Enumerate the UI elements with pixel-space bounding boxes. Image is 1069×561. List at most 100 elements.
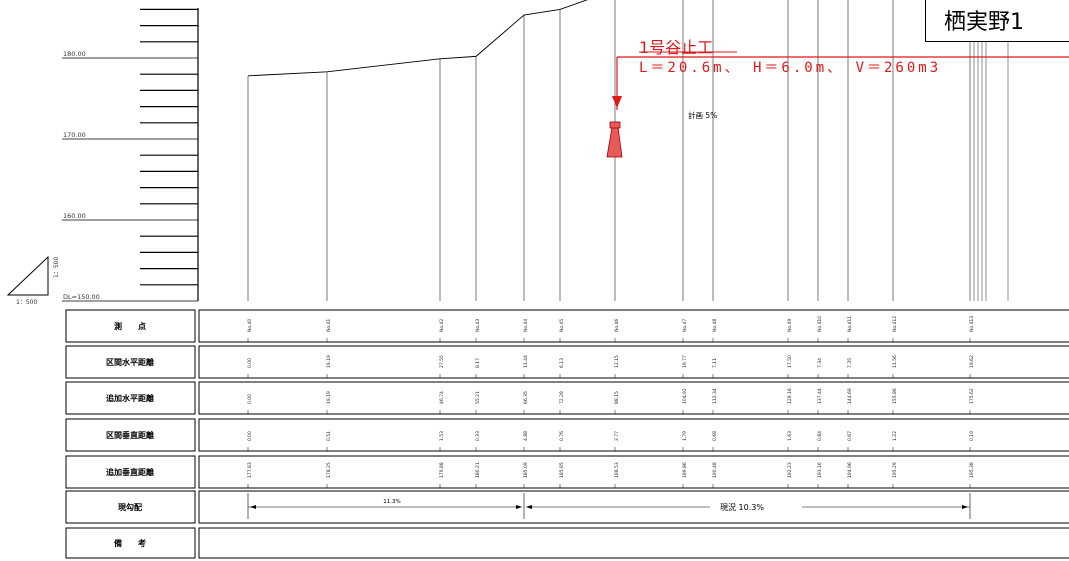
dam-name-label: 1号谷止工 — [639, 38, 714, 57]
table-cell-value: 177.83 — [247, 462, 253, 478]
table-cell-value: 12.15 — [614, 355, 620, 368]
scale-tick-label: 160.00 — [63, 212, 86, 220]
elevation-scale: 220.00210.00200.00190.00180.00170.00160.… — [62, 8, 199, 302]
table-cell-value: No.40 — [247, 319, 253, 332]
gradient-label-2: 現況 10.3% — [720, 503, 764, 512]
table-row-body — [198, 527, 1069, 559]
table-row-label: 追加垂直距離 — [106, 467, 154, 477]
gradient-arrowhead — [250, 505, 256, 509]
table-row-body — [198, 309, 1069, 343]
table-row-header — [65, 418, 196, 452]
table-cell-value: 11.56 — [892, 355, 898, 368]
table-cell-value: 0.00 — [247, 358, 253, 368]
table-row-label: 測 点 — [114, 321, 146, 331]
table-row-header — [65, 345, 196, 379]
drawing-title: 栖実野1 — [944, 10, 1024, 35]
table-row-header — [65, 381, 196, 415]
table-row-header — [65, 309, 196, 343]
dam-spec-label: L＝20.6m、 H＝6.0m、 V＝260m3 — [639, 60, 942, 76]
table-cell-value: 195.29 — [892, 462, 898, 478]
table-cell-value: 0.00 — [247, 394, 253, 404]
table-cell-value: 155.86 — [892, 388, 898, 404]
table-cell-value: 185.85 — [559, 462, 565, 478]
table-cell-value: 180.21 — [475, 462, 481, 478]
table-cell-value: No.48 — [712, 319, 718, 332]
table-cell-value: 0.00 — [247, 431, 253, 441]
table-row-label: 現勾配 — [118, 502, 142, 512]
table-cell-value: No.46 — [614, 319, 620, 332]
dam-body — [606, 126, 623, 158]
table-cell-value: No.44 — [523, 319, 529, 332]
table-cell-value: 0.51 — [326, 431, 332, 441]
table-cell-value: 144.69 — [847, 388, 853, 404]
table-cell-value: 2.77 — [614, 431, 620, 441]
plan-gradient-label: 計画 5% — [688, 110, 717, 120]
table-row-body — [198, 418, 1069, 452]
scale-tick-label: 180.00 — [63, 50, 86, 58]
table-cell-value: No.411 — [847, 316, 853, 332]
table-cell-value: 195.38 — [969, 462, 975, 478]
table-cell-value: No.47 — [682, 319, 688, 332]
table-cell-value: 1.63 — [787, 431, 793, 441]
table-cell-value: 185.09 — [523, 462, 529, 478]
table-cell-value: 178.25 — [326, 462, 332, 478]
table-cell-value: 19.19 — [326, 391, 332, 404]
table-row-header — [65, 490, 196, 524]
gradient-label-mask — [710, 501, 802, 513]
gradient-arrowhead — [516, 505, 522, 509]
table-row-label: 区間水平距離 — [106, 357, 154, 367]
dam-crest — [609, 121, 621, 129]
table-cell-value: 66.35 — [523, 391, 529, 404]
table-cell-value: 194.96 — [847, 462, 853, 478]
ratio-triangle — [6, 255, 49, 296]
table-cell-value: 8.17 — [475, 358, 481, 368]
callout-arrowhead — [612, 96, 622, 108]
table-cell-value: 129.16 — [787, 388, 793, 404]
ratio-horizontal-label: 1：500 — [16, 299, 37, 306]
table-cell-value: No.413 — [969, 316, 975, 332]
table-cell-value: 190.48 — [712, 462, 718, 478]
table-cell-value: 46.74 — [439, 391, 445, 404]
slope-ratio-triangle: 1：500 1：500 — [6, 255, 60, 306]
existing-ground-line — [247, 0, 588, 77]
table-cell-value: 19.62 — [969, 355, 975, 368]
table-cell-value: 192.23 — [787, 462, 793, 478]
table-cell-value: No.410 — [817, 316, 823, 332]
table-cell-value: 0.19 — [969, 431, 975, 441]
gradient-arrowhead — [526, 505, 532, 509]
table-cell-value: 0.67 — [847, 431, 853, 441]
table-cell-value: 188.53 — [614, 462, 620, 478]
ratio-vertical-label: 1：500 — [53, 257, 60, 278]
scale-tick-label: DL=150.00 — [63, 293, 100, 301]
table-cell-value: 0.68 — [712, 431, 718, 441]
table-cell-value: 179.88 — [439, 462, 445, 478]
table-cell-value: 17.50 — [787, 355, 793, 368]
table-cell-value: 189.86 — [682, 462, 688, 478]
table-cell-value: 55.21 — [475, 391, 481, 404]
table-cell-value: 4.88 — [523, 431, 529, 441]
table-cell-value: No.43 — [475, 319, 481, 332]
table-cell-value: 112.34 — [712, 388, 718, 404]
table-row-body — [198, 490, 1069, 524]
table-cell-value: 193.16 — [817, 462, 823, 478]
table-row-header — [65, 527, 196, 559]
table-cell-value: 19.19 — [326, 355, 332, 368]
table-cell-value: 27.55 — [439, 355, 445, 368]
table-row-body — [198, 455, 1069, 489]
ground-profile: 計画 5%林道 — [247, 0, 1009, 301]
gradient-label-1: 11.3% — [383, 499, 400, 505]
table-cell-value: 19.77 — [682, 355, 688, 368]
table-row-header — [65, 455, 196, 489]
table-cell-value: 137.44 — [817, 388, 823, 404]
table-cell-value: 7.34 — [817, 358, 823, 368]
table-cell-value: No.49 — [787, 319, 793, 332]
table-cell-value: 1.53 — [439, 431, 445, 441]
table-row-body — [198, 381, 1069, 415]
scale-tick-label: 170.00 — [63, 131, 86, 139]
table-cell-value: 7.35 — [847, 358, 853, 368]
table-cell-value: 7.11 — [712, 358, 718, 368]
table-row-label: 追加水平距離 — [106, 393, 154, 403]
table-cell-value: 6.13 — [559, 358, 565, 368]
table-cell-value: 1.79 — [682, 431, 688, 441]
